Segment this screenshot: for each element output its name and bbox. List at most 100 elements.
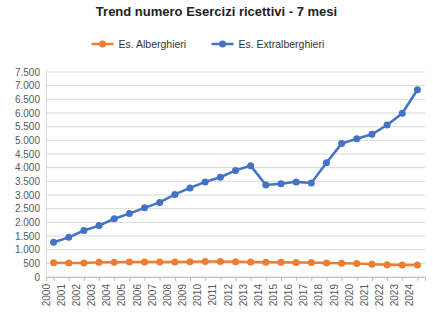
- point: [141, 258, 148, 265]
- point: [217, 258, 224, 265]
- y-tick: 6.000: [15, 108, 46, 119]
- point: [80, 227, 87, 234]
- y-tick-label: 1.000: [15, 244, 40, 255]
- point: [96, 222, 103, 229]
- y-tick: 2.500: [15, 203, 46, 214]
- title: Trend numero Esercizi ricettivi - 7 mesi: [96, 4, 337, 19]
- x-tick-label: 2001: [56, 284, 67, 307]
- point: [338, 260, 345, 267]
- x-tick-mark: [387, 277, 388, 281]
- point: [50, 259, 57, 266]
- x-tick-label: 2002: [71, 284, 82, 307]
- y-tick-label: 0: [34, 272, 40, 283]
- x-tick: 2015: [268, 277, 282, 306]
- point: [308, 179, 315, 186]
- point: [232, 258, 239, 265]
- point: [338, 140, 345, 147]
- x-tick-label: 2022: [374, 284, 385, 307]
- legend-item: Es. Extralberghieri: [212, 38, 325, 50]
- grid-line: [46, 113, 425, 114]
- x-tick: 2013: [238, 277, 252, 306]
- x-tick: 2021: [359, 277, 373, 306]
- x-tick: 2014: [253, 277, 267, 306]
- x-tick-mark: [357, 277, 358, 281]
- point: [247, 259, 254, 266]
- legend-label: Es. Alberghieri: [119, 38, 187, 50]
- x-tick-label: 2021: [359, 284, 370, 307]
- x-axis: 2000200120022003200420052006200720082009…: [41, 277, 426, 306]
- legend-item: Es. Alberghieri: [92, 38, 187, 50]
- y-tick: 1.500: [15, 231, 46, 242]
- y-tick: 2.000: [15, 217, 46, 228]
- x-tick: 2012: [223, 277, 237, 306]
- x-tick-mark: [266, 277, 267, 281]
- y-tick-label: 1.500: [15, 231, 40, 242]
- y-tick-label: 500: [23, 258, 40, 269]
- y-tick-label: 5.500: [15, 121, 40, 132]
- point: [96, 259, 103, 266]
- x-tick-label: 2014: [253, 284, 264, 307]
- x-tick: 2003: [86, 277, 100, 306]
- y-tick-label: 2.000: [15, 217, 40, 228]
- x-tick-mark: [145, 277, 146, 281]
- point: [80, 260, 87, 267]
- legend-marker: [99, 41, 106, 48]
- point: [156, 199, 163, 206]
- point: [308, 259, 315, 266]
- point: [368, 131, 375, 138]
- x-tick-label: 2020: [344, 284, 355, 307]
- x-tick-label: 2016: [283, 284, 294, 307]
- grid-line: [46, 126, 425, 127]
- x-tick: 2022: [374, 277, 388, 306]
- y-tick: 7.000: [15, 80, 46, 91]
- y-tick: 6.500: [15, 94, 46, 105]
- x-tick-label: 2017: [298, 284, 309, 307]
- y-tick: 4.500: [15, 149, 46, 160]
- y-tick: 4.000: [15, 162, 46, 173]
- x-tick-mark: [326, 277, 327, 281]
- x-tick-label: 2003: [86, 284, 97, 307]
- x-tick: 2024: [404, 277, 418, 306]
- x-tick: 2006: [132, 277, 146, 306]
- y-tick-label: 6.000: [15, 108, 40, 119]
- point: [126, 259, 133, 266]
- x-tick-label: 2005: [116, 284, 127, 307]
- x-tick: 2010: [192, 277, 206, 306]
- point: [65, 260, 72, 267]
- x-tick-label: 2023: [389, 284, 400, 307]
- x-tick-label: 2011: [207, 284, 218, 306]
- y-axis-line: [46, 73, 47, 278]
- point: [247, 162, 254, 169]
- x-tick-mark: [236, 277, 237, 281]
- y-tick-label: 7.500: [15, 67, 40, 78]
- point: [141, 204, 148, 211]
- point: [414, 86, 421, 93]
- x-tick-label: 2019: [329, 284, 340, 307]
- x-tick-mark: [190, 277, 191, 281]
- x-tick-mark: [84, 277, 85, 281]
- point: [414, 261, 421, 268]
- x-tick: 2002: [71, 277, 85, 306]
- x-tick: 2001: [56, 277, 70, 306]
- y-tick-label: 7.000: [15, 80, 40, 91]
- point: [368, 261, 375, 268]
- x-tick: 2017: [298, 277, 312, 306]
- x-tick-mark: [372, 277, 373, 281]
- point: [323, 159, 330, 166]
- point: [50, 239, 57, 246]
- x-tick-mark: [251, 277, 252, 281]
- grid-line: [46, 208, 425, 209]
- x-tick: 2023: [389, 277, 403, 306]
- x-tick-label: 2010: [192, 284, 203, 307]
- point: [277, 180, 284, 187]
- legend-label: Es. Extralberghieri: [239, 38, 325, 50]
- x-tick-mark: [311, 277, 312, 281]
- x-axis-line: [47, 278, 426, 282]
- x-tick-mark: [114, 277, 115, 281]
- grid-line: [46, 99, 425, 100]
- grid-line: [46, 140, 425, 141]
- x-tick: 2020: [344, 277, 358, 306]
- x-tick-label: 2015: [268, 284, 279, 307]
- series-line: [54, 90, 418, 243]
- x-tick-mark: [99, 277, 100, 281]
